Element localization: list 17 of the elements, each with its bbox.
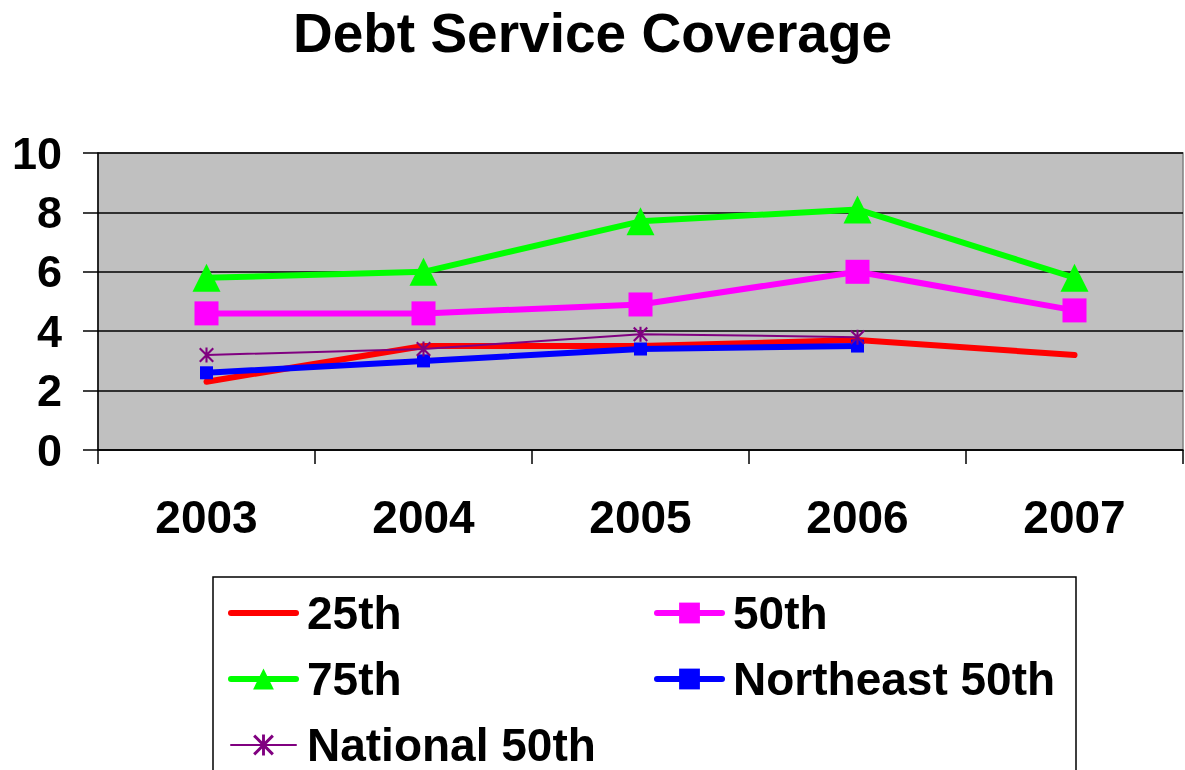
legend-label: 25th	[307, 587, 402, 639]
x-tick-label: 2003	[155, 491, 258, 543]
chart-title: Debt Service Coverage	[292, 1, 893, 64]
legend-label: 50th	[733, 587, 828, 639]
legend-label: Northeast 50th	[733, 653, 1056, 705]
y-tick-label: 8	[36, 186, 62, 238]
y-tick-label: 2	[36, 365, 62, 417]
x-tick-label: 2006	[806, 491, 909, 543]
y-tick-label: 6	[36, 246, 62, 298]
x-tick-label: 2005	[589, 491, 692, 543]
y-tick-label: 4	[36, 305, 62, 357]
x-tick-label: 2007	[1023, 491, 1126, 543]
legend-label: 75th	[307, 653, 402, 705]
legend-label: National 50th	[307, 719, 596, 770]
y-tick-label: 10	[11, 127, 62, 179]
y-tick-label: 0	[36, 424, 62, 476]
x-tick-label: 2004	[372, 491, 476, 543]
